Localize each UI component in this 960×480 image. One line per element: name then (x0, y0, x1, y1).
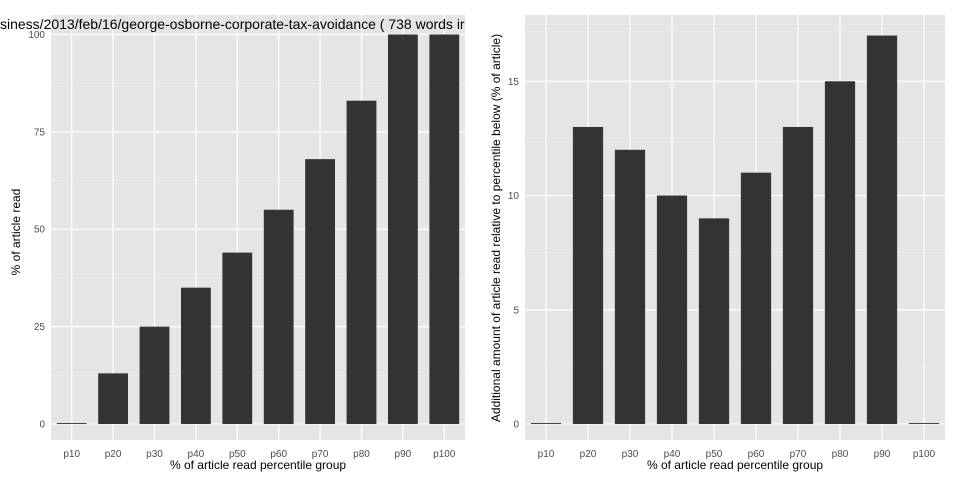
x-tick-label: p40 (664, 449, 681, 460)
y-tick-labels-left: 0 25 50 75 100 (28, 30, 45, 431)
x-tick-labels-right: p10 p20 p30 p40 p50 p60 p70 p80 p90 p100 (538, 449, 936, 460)
chart-title-left: siness/2013/feb/16/george-osborne-corpor… (0, 16, 465, 32)
x-tick-label: p50 (706, 449, 723, 460)
x-tick-label: p20 (105, 449, 122, 460)
x-tick-label: p30 (146, 449, 163, 460)
bars-right (530, 35, 940, 425)
x-tick-label: p90 (395, 449, 412, 460)
y-tick-label: 100 (28, 30, 45, 41)
chart-right: 0 5 10 15 p10 p20 p30 p40 p50 p60 p70 p80 p90 p100 %… (489, 15, 945, 472)
x-tick-label: p30 (622, 449, 639, 460)
x-tick-label: p100 (433, 449, 456, 460)
x-tick-label: p70 (790, 449, 807, 460)
y-tick-label: 0 (513, 420, 519, 431)
bar-p10 (56, 423, 87, 424)
y-axis-title-left: % of article read (9, 189, 23, 276)
x-tick-label: p80 (353, 449, 370, 460)
bar-p40 (180, 287, 211, 424)
y-tick-label: 0 (39, 420, 45, 431)
x-tick-label: p100 (913, 449, 936, 460)
bar-p30 (139, 326, 170, 424)
bar-p100 (429, 34, 460, 424)
x-axis-title-right: % of article read percentile group (647, 458, 823, 472)
bar-p10 (530, 423, 562, 424)
bar-p100 (908, 423, 940, 424)
y-tick-label: 15 (508, 77, 520, 88)
bars-left (56, 34, 460, 424)
y-tick-labels-right: 0 5 10 15 (508, 77, 520, 431)
x-tick-label: p40 (188, 449, 205, 460)
x-tick-label: p50 (229, 449, 246, 460)
x-tick-label: p60 (748, 449, 765, 460)
y-axis-title-right: Additional amount of article read relati… (489, 34, 503, 422)
bar-p40 (656, 195, 688, 424)
bar-p70 (782, 126, 814, 425)
x-tick-label: p10 (538, 449, 555, 460)
bar-p50 (222, 252, 253, 424)
bar-p20 (572, 126, 604, 425)
y-tick-label: 10 (508, 191, 520, 202)
bar-p90 (866, 35, 898, 425)
bar-p70 (305, 159, 336, 424)
y-tick-label: 5 (513, 305, 519, 316)
x-tick-label: p70 (312, 449, 329, 460)
y-tick-label: 25 (34, 322, 46, 333)
y-tick-label: 75 (34, 127, 46, 138)
bar-p80 (824, 81, 856, 424)
bar-p60 (263, 209, 294, 424)
bar-p80 (346, 100, 377, 424)
bar-p60 (740, 172, 772, 424)
x-tick-label: p10 (63, 449, 80, 460)
x-tick-label: p20 (580, 449, 597, 460)
bar-p90 (387, 34, 418, 424)
y-tick-label: 50 (34, 225, 46, 236)
x-tick-label: p60 (270, 449, 287, 460)
x-tick-label: p80 (832, 449, 849, 460)
x-tick-labels-left: p10 p20 p30 p40 p50 p60 p70 p80 p90 p100 (63, 449, 456, 460)
x-tick-label: p90 (874, 449, 891, 460)
x-axis-title-left: % of article read percentile group (170, 458, 346, 472)
bar-p20 (98, 373, 129, 424)
bar-p30 (614, 149, 646, 424)
bar-p50 (698, 218, 730, 424)
